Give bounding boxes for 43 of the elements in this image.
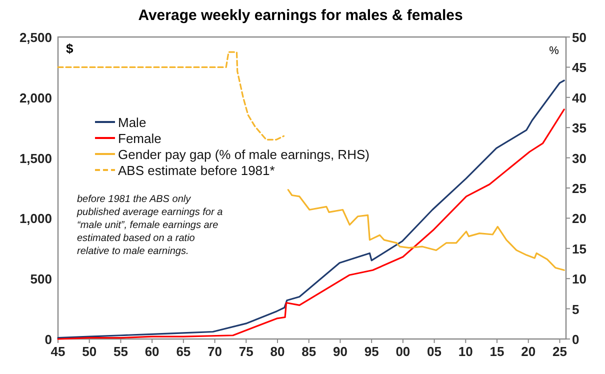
y2-tick-label: 50 xyxy=(572,30,586,45)
x-tick-label: 70 xyxy=(208,344,222,359)
y-tick-label: 2,500 xyxy=(19,30,52,45)
y2-tick-label: 0 xyxy=(572,332,580,347)
legend-label: Gender pay gap (% of male earnings, RHS) xyxy=(118,147,370,162)
y2-tick-label: 30 xyxy=(572,150,586,166)
x-tick-label: 50 xyxy=(82,344,97,359)
y-axis-title: $ xyxy=(66,41,74,56)
x-tick-label: 20 xyxy=(521,344,536,359)
y2-tick-label: 45 xyxy=(572,60,586,76)
y2-tick-label: 15 xyxy=(572,241,586,256)
x-tick-label: 45 xyxy=(50,344,66,359)
y2-tick-label: 5 xyxy=(572,302,580,317)
y2-axis-title: % xyxy=(549,45,560,57)
x-tick-label: 90 xyxy=(332,344,348,359)
legend-label: Female xyxy=(118,131,162,146)
y-tick-label: 1,500 xyxy=(19,150,52,166)
x-tick-label: 55 xyxy=(113,344,128,359)
x-tick-label: 05 xyxy=(427,344,442,359)
y-tick-label: 2,000 xyxy=(19,90,52,106)
y2-tick-label: 10 xyxy=(572,272,586,287)
y-tick-label: 1,000 xyxy=(19,211,52,226)
legend-label: Male xyxy=(118,115,146,130)
x-tick-label: 75 xyxy=(238,344,254,359)
x-tick-label: 95 xyxy=(364,344,379,359)
x-tick-label: 25 xyxy=(552,344,567,359)
chart-title: Average weekly earnings for males & females xyxy=(138,7,463,24)
x-tick-label: 80 xyxy=(270,344,285,359)
y2-tick-label: 25 xyxy=(572,181,586,196)
x-tick-label: 85 xyxy=(302,344,316,359)
x-tick-label: 65 xyxy=(176,344,191,359)
y2-tick-label: 40 xyxy=(572,90,586,106)
x-tick-label: 15 xyxy=(490,344,504,359)
x-tick-label: 60 xyxy=(144,344,160,359)
y2-tick-label: 35 xyxy=(572,120,586,136)
annotation: before 1981 the ABS only published average earnings for a “male unit”, female earnings are estimated based on a ratio relative to male earnings. xyxy=(76,194,224,257)
y-tick-label: 0 xyxy=(44,332,52,347)
y2-tick-label: 20 xyxy=(572,211,586,226)
x-tick-label: 00 xyxy=(396,344,410,359)
line-series xyxy=(287,189,565,271)
legend-label: ABS estimate before 1981* xyxy=(118,163,275,178)
y-tick-label: 500 xyxy=(30,272,52,287)
x-tick-label: 10 xyxy=(458,344,473,359)
